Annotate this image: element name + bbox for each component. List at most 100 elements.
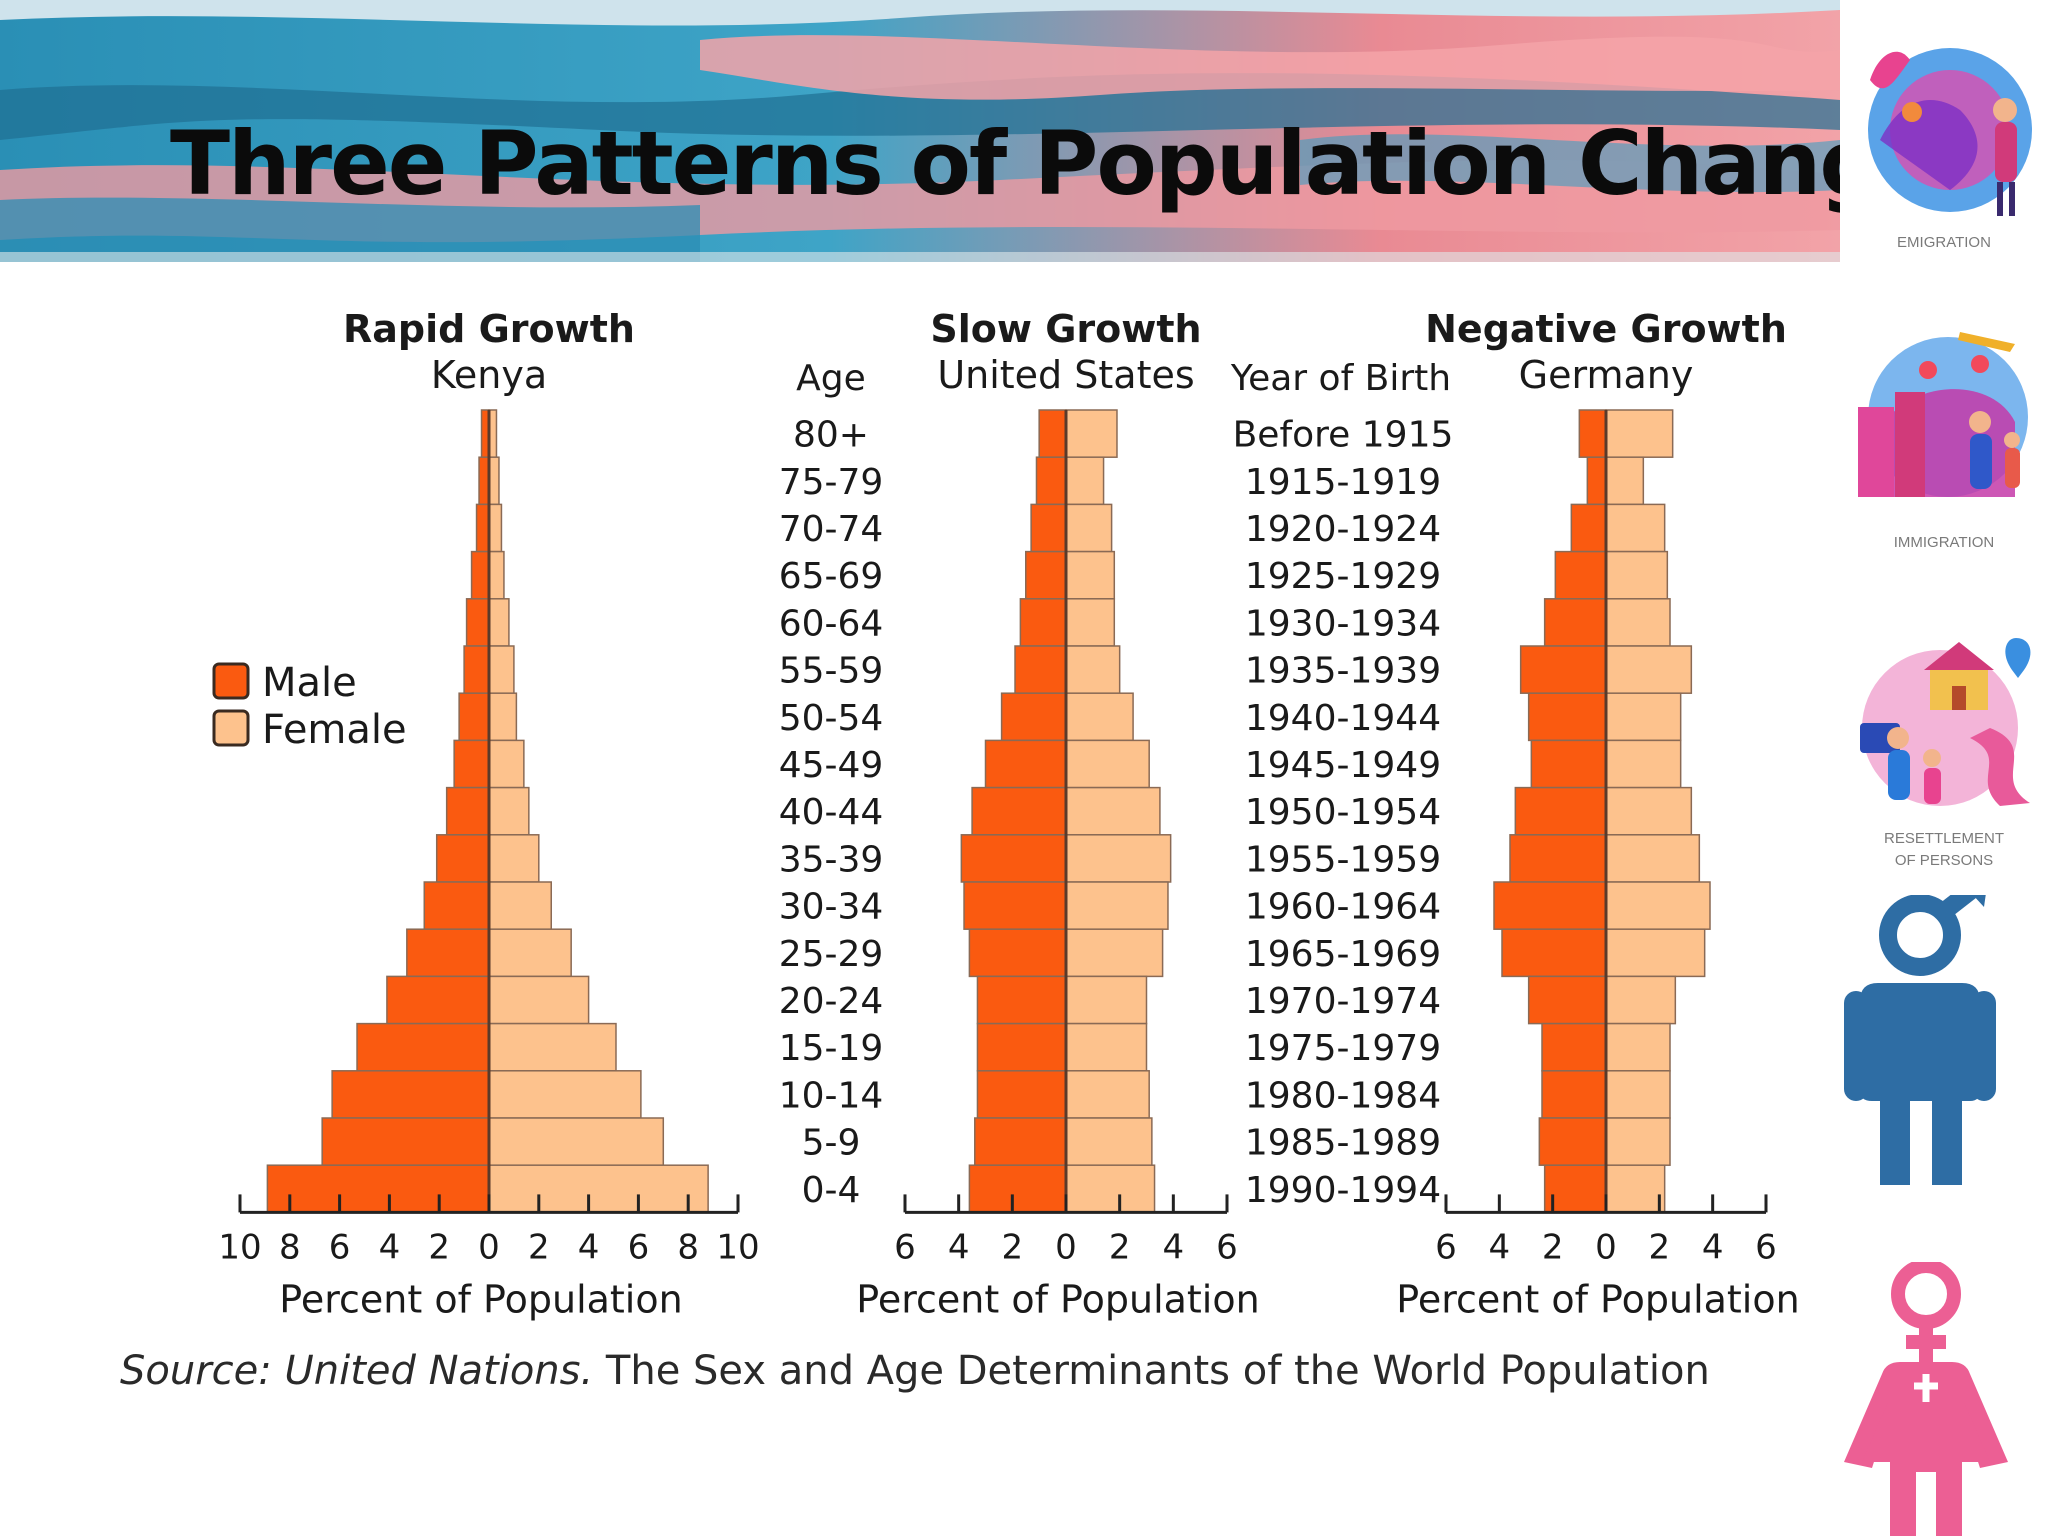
bar-male-germany-60-64 [1543, 598, 1607, 647]
age-label-75-79: 75-79 [779, 462, 884, 503]
birth-year-label-1975-1979: 1975-1979 [1245, 1028, 1441, 1069]
bar-female-united-states-25-29 [1065, 928, 1164, 978]
age-label-80: 80+ [793, 415, 869, 456]
x-tick-label-germany-6: 6 [1755, 1227, 1777, 1267]
birth-year-label-1925-1929: 1925-1929 [1245, 556, 1441, 597]
bar-male-germany-25-29 [1501, 928, 1607, 978]
age-label-60-64: 60-64 [779, 603, 884, 644]
birth-year-label-1940-1944: 1940-1944 [1245, 698, 1441, 739]
age-label-55-59: 55-59 [779, 651, 884, 692]
x-tick-label-germany-0: 6 [1435, 1227, 1457, 1267]
x-tick-label-kenya-3: 4 [379, 1227, 401, 1267]
bar-male-united-states-30-34 [963, 881, 1067, 930]
bar-male-germany-35-39 [1509, 834, 1607, 883]
bar-male-united-states-80 [1038, 409, 1067, 458]
bar-male-kenya-50-54 [458, 692, 490, 742]
bar-male-germany-65-69 [1554, 550, 1607, 600]
banner-painting [0, 0, 1840, 262]
bar-female-germany-30-34 [1605, 881, 1711, 930]
bar-male-germany-45-49 [1530, 739, 1607, 789]
bar-female-united-states-60-64 [1065, 598, 1116, 647]
bar-male-kenya-30-34 [423, 881, 490, 930]
bar-female-germany-60-64 [1605, 598, 1671, 647]
x-tick-label-united-states-3: 0 [1055, 1227, 1077, 1267]
population-pyramids-chart: Male Female Age Year of Birth Rapid Grow… [212, 307, 1800, 1321]
bar-female-kenya-40-44 [488, 786, 530, 836]
x-tick-label-united-states-4: 2 [1109, 1227, 1131, 1267]
emigration-illustration: EMIGRATION [1840, 20, 2048, 260]
male-figure-icon [1844, 877, 1996, 1185]
age-label-20-24: 20-24 [779, 981, 884, 1022]
bar-male-united-states-20-24 [976, 975, 1067, 1025]
immigration-icon [1858, 332, 2028, 497]
bar-female-united-states-40-44 [1065, 786, 1161, 836]
age-labels: 80+ 75-79 70-74 65-69 60-64 55-59 50-54 45-49 40… [779, 415, 884, 1211]
bar-female-united-states-10-14 [1065, 1070, 1150, 1119]
birth-year-labels: Before 1915 1915-1919 1920-1924 1925-1929 19… [1233, 415, 1454, 1211]
age-label-45-49: 45-49 [779, 745, 884, 786]
birth-year-label-1980-1984: 1980-1984 [1245, 1075, 1441, 1116]
bar-male-united-states-60-64 [1019, 598, 1067, 647]
birth-year-label-before-1915: Before 1915 [1233, 415, 1454, 456]
x-tick-label-kenya-9: 8 [677, 1227, 699, 1267]
bar-male-germany-15-19 [1541, 1022, 1607, 1072]
bar-female-germany-20-24 [1605, 975, 1677, 1025]
x-tick-label-germany-3: 0 [1595, 1227, 1617, 1267]
bar-male-united-states-0-4 [968, 1164, 1067, 1214]
bar-male-united-states-10-14 [976, 1070, 1067, 1119]
x-tick-label-united-states-1: 4 [948, 1227, 970, 1267]
legend-male-label: Male [262, 660, 357, 706]
bar-female-united-states-5-9 [1065, 1117, 1153, 1166]
bar-male-united-states-75-79 [1035, 456, 1067, 506]
bar-male-united-states-15-19 [976, 1022, 1067, 1072]
bar-male-kenya-5-9 [321, 1117, 490, 1166]
age-label-30-34: 30-34 [779, 887, 884, 928]
x-tick-label-united-states-0: 6 [894, 1227, 916, 1267]
bar-female-germany-25-29 [1605, 928, 1706, 978]
x-tick-label-united-states-5: 4 [1163, 1227, 1185, 1267]
age-label-5-9: 5-9 [802, 1123, 861, 1164]
bar-male-united-states-70-74 [1030, 503, 1067, 553]
year-of-birth-header: Year of Birth [1230, 358, 1451, 399]
age-label-65-69: 65-69 [779, 556, 884, 597]
bar-male-germany-5-9 [1538, 1117, 1607, 1166]
legend-male-swatch [212, 662, 250, 700]
x-tick-label-germany-4: 2 [1649, 1227, 1671, 1267]
bar-female-germany-50-54 [1605, 692, 1682, 742]
age-label-0-4: 0-4 [802, 1170, 861, 1211]
bar-female-germany-45-49 [1605, 739, 1682, 789]
bar-female-kenya-10-14 [488, 1070, 642, 1119]
age-label-10-14: 10-14 [779, 1075, 884, 1116]
bar-male-united-states-25-29 [968, 928, 1067, 978]
bar-female-kenya-45-49 [488, 739, 525, 789]
bar-female-united-states-35-39 [1065, 834, 1172, 883]
bar-female-united-states-70-74 [1065, 503, 1113, 553]
pyramid-title-united-states: Slow Growth [930, 307, 1201, 351]
pyramid-country-germany: Germany [1519, 353, 1694, 397]
bar-male-kenya-20-24 [386, 975, 490, 1025]
birth-year-label-1945-1949: 1945-1949 [1245, 745, 1441, 786]
bar-female-germany-40-44 [1605, 786, 1693, 836]
pyramid-country-kenya: Kenya [431, 353, 547, 397]
bar-male-kenya-40-44 [445, 786, 490, 836]
bar-male-kenya-15-19 [356, 1022, 490, 1072]
bar-female-germany-75-79 [1605, 456, 1645, 506]
bar-male-united-states-40-44 [971, 786, 1067, 836]
legend: Male Female [212, 660, 407, 753]
bar-female-germany-5-9 [1605, 1117, 1671, 1166]
birth-year-label-1955-1959: 1955-1959 [1245, 839, 1441, 880]
birth-year-label-1915-1919: 1915-1919 [1245, 462, 1441, 503]
bar-male-germany-40-44 [1514, 786, 1607, 836]
bar-female-united-states-65-69 [1065, 550, 1116, 600]
emigration-icon [1868, 48, 2032, 216]
bar-female-germany-15-19 [1605, 1022, 1671, 1072]
x-tick-label-kenya-6: 2 [528, 1227, 550, 1267]
bar-male-kenya-70-74 [475, 503, 490, 553]
bar-female-germany-80 [1605, 409, 1674, 458]
legend-female-swatch [212, 709, 250, 747]
age-label-15-19: 15-19 [779, 1028, 884, 1069]
bar-female-kenya-55-59 [488, 645, 515, 694]
x-tick-label-germany-2: 2 [1542, 1227, 1564, 1267]
